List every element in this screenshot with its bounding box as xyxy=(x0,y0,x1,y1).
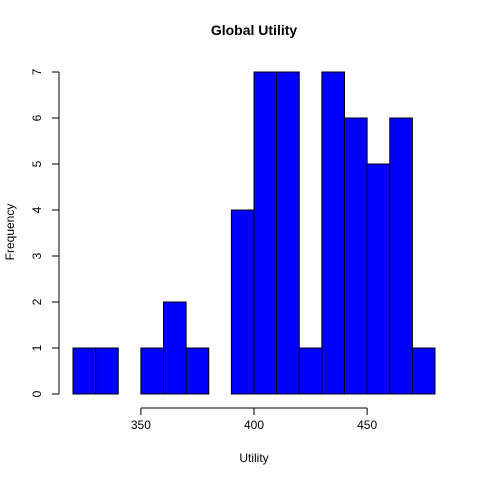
histogram-bar-470-480 xyxy=(411,347,436,395)
y-tick-label: 3 xyxy=(30,252,44,259)
y-tick-label: 4 xyxy=(30,206,44,213)
histogram-bar-360-370 xyxy=(163,301,187,395)
y-tick-label: 5 xyxy=(30,160,44,167)
histogram-bar-410-420 xyxy=(276,71,300,395)
y-axis: 0 1 2 3 4 5 6 7 xyxy=(30,68,60,397)
x-tick-label: 350 xyxy=(131,418,151,432)
histogram-bar-330-340 xyxy=(95,347,119,395)
histogram-bar-460-470 xyxy=(389,117,413,395)
x-axis-label: Utility xyxy=(239,451,268,465)
histogram-bar-390-400 xyxy=(230,209,255,395)
y-tick-label: 0 xyxy=(30,390,44,397)
x-axis: 350 400 450 xyxy=(131,407,377,432)
y-tick-label: 2 xyxy=(30,298,44,305)
y-axis-label: Frequency xyxy=(3,204,17,261)
chart-title: Global Utility xyxy=(211,22,298,38)
histogram-bar-400-410 xyxy=(253,71,278,395)
histogram-bar-350-360 xyxy=(140,347,164,395)
histogram-bar-370-380 xyxy=(185,347,210,395)
y-tick-label: 7 xyxy=(30,68,44,75)
histogram-bars xyxy=(72,71,436,395)
y-tick-label: 6 xyxy=(30,114,44,121)
histogram-bar-420-430 xyxy=(298,347,323,395)
histogram-bar-450-460 xyxy=(366,163,391,395)
y-tick-label: 1 xyxy=(30,344,44,351)
x-tick-label: 450 xyxy=(357,418,377,432)
x-tick-label: 400 xyxy=(244,418,264,432)
histogram-bar-440-450 xyxy=(344,117,368,395)
histogram-bar-430-440 xyxy=(321,71,345,395)
histogram-bar-320-330 xyxy=(72,347,97,395)
